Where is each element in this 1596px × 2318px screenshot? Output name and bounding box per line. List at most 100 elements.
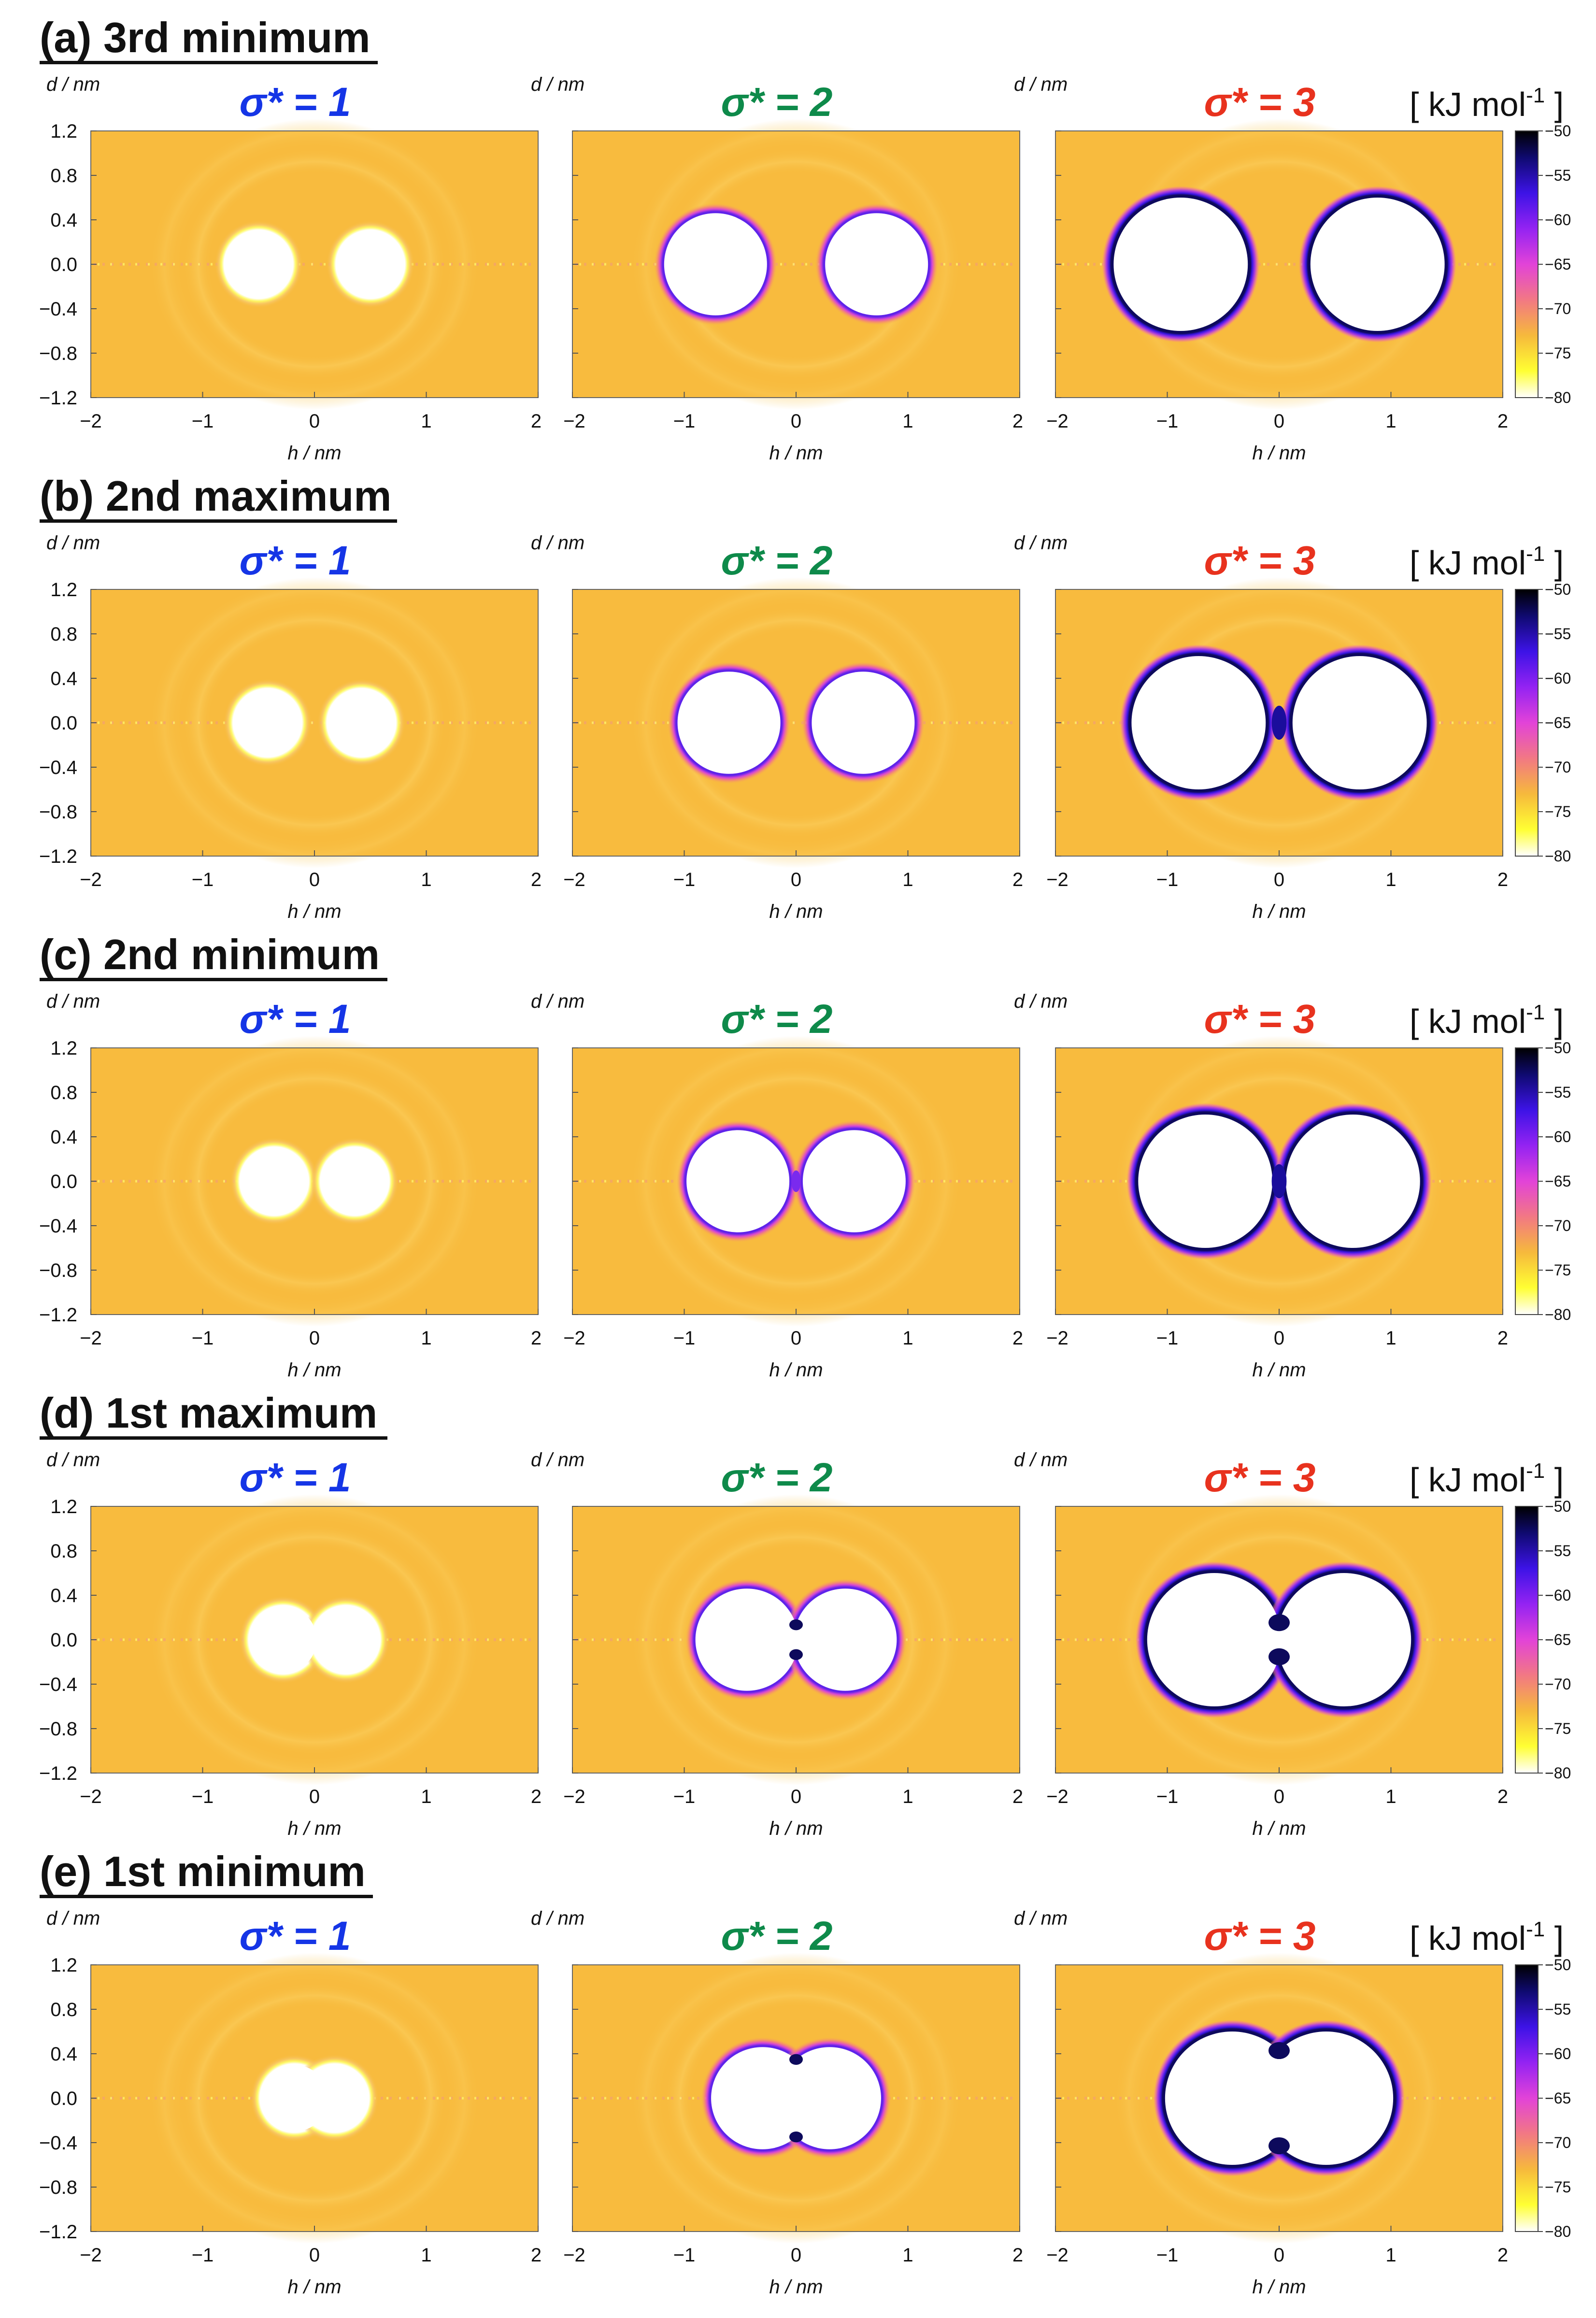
x-tick-label: −2 xyxy=(563,869,585,890)
y-axis-label: d / nm xyxy=(531,532,584,554)
colorbar-tick-label: −70 xyxy=(1545,300,1571,317)
y-tick-label: 1.2 xyxy=(50,579,77,601)
colorbar-unit-close: ] xyxy=(1545,1919,1564,1957)
colorbar-tick-label: −70 xyxy=(1545,758,1571,776)
y-axis-label: d / nm xyxy=(46,74,100,95)
x-axis-label: h / nm xyxy=(287,1359,341,1381)
heatmap-panel: d / nmσ* = 1−2−10121.20.80.40.0−0.4−0.8−… xyxy=(39,991,542,1381)
y-tick-label: 0.0 xyxy=(50,1171,77,1192)
y-tick-label: −0.8 xyxy=(39,801,77,823)
colorbar: −50 −55 −60 −65 −70 −75 −80 xyxy=(1515,1039,1571,1323)
y-tick-label: 0.0 xyxy=(50,1630,77,1651)
colorbar-bar xyxy=(1515,1047,1539,1315)
colorbar-tick-label: −50 xyxy=(1545,1039,1571,1057)
x-tick-label: −1 xyxy=(1156,411,1179,432)
colorbar-tick-label: −65 xyxy=(1545,1631,1571,1648)
x-tick-label: 0 xyxy=(791,1328,801,1349)
y-axis-label: d / nm xyxy=(46,532,100,554)
x-tick-label: −2 xyxy=(1046,1328,1069,1349)
colorbar-tick-label: −75 xyxy=(1545,1261,1571,1279)
x-tick-label: 2 xyxy=(1497,2245,1508,2266)
y-axis-label: d / nm xyxy=(1014,991,1068,1012)
y-tick-label: 1.2 xyxy=(50,1038,77,1059)
panel-row-title: (d) 1st maximum xyxy=(40,1389,377,1437)
y-axis-label: d / nm xyxy=(1014,1449,1068,1471)
y-tick-label: 0.0 xyxy=(50,254,77,275)
y-axis-label: d / nm xyxy=(1014,1908,1068,1929)
contact-spot xyxy=(1268,1648,1290,1665)
y-tick-label: −0.4 xyxy=(39,757,77,778)
x-axis-label: h / nm xyxy=(1252,2276,1306,2298)
heatmap-panel: d / nmσ* = 1−2−10121.20.80.40.0−0.4−0.8−… xyxy=(39,74,542,464)
x-tick-label: −1 xyxy=(1156,1786,1179,1807)
x-tick-label: 2 xyxy=(1012,1328,1023,1349)
excluded-sphere xyxy=(794,1588,897,1691)
contact-spot xyxy=(789,1619,803,1631)
contact-spot xyxy=(1268,1614,1290,1631)
y-tick-label: −0.8 xyxy=(39,343,77,364)
x-tick-label: 0 xyxy=(791,1786,801,1807)
texture-ring xyxy=(127,99,502,430)
colorbar-unit-text: [ kJ mol xyxy=(1410,86,1526,123)
y-tick-label: −0.4 xyxy=(39,1216,77,1237)
colorbar: −50 −55 −60 −65 −70 −75 −80 xyxy=(1515,1956,1571,2240)
x-tick-label: −2 xyxy=(563,411,585,432)
x-tick-label: −2 xyxy=(1046,2245,1069,2266)
colorbar-tick-label: −55 xyxy=(1545,1542,1571,1560)
excluded-sphere xyxy=(812,672,915,774)
colorbar-tick-label: −80 xyxy=(1545,847,1571,865)
texture-ring xyxy=(1091,99,1467,430)
colorbar-bar xyxy=(1515,1964,1539,2232)
x-axis-label: h / nm xyxy=(287,2276,341,2298)
x-tick-label: −1 xyxy=(673,1328,696,1349)
colorbar-tick-label: −55 xyxy=(1545,2001,1571,2018)
row-title-underline xyxy=(40,519,397,523)
colorbar-tick-label: −75 xyxy=(1545,2178,1571,2196)
x-tick-label: 2 xyxy=(1012,411,1023,432)
x-tick-label: 0 xyxy=(309,1786,320,1807)
excluded-sphere xyxy=(1147,1573,1282,1706)
colorbar-bar xyxy=(1515,130,1539,398)
colorbar-unit-text: [ kJ mol xyxy=(1410,1002,1526,1040)
y-tick-label: −1.2 xyxy=(39,2221,77,2243)
x-tick-label: 2 xyxy=(1012,869,1023,890)
y-axis-label: d / nm xyxy=(531,991,584,1012)
y-tick-label: −0.8 xyxy=(39,1718,77,1740)
y-tick-label: 1.2 xyxy=(50,1955,77,1976)
x-tick-label: 2 xyxy=(1497,869,1508,890)
y-tick-label: 0.8 xyxy=(50,1541,77,1562)
panel-row-title: (a) 3rd minimum xyxy=(40,14,370,61)
x-axis-label: h / nm xyxy=(287,901,341,922)
x-tick-label: 0 xyxy=(309,2245,320,2266)
x-tick-label: 2 xyxy=(1012,2245,1023,2266)
x-tick-label: −1 xyxy=(1156,869,1179,890)
x-tick-label: 1 xyxy=(1385,411,1396,432)
x-tick-label: −2 xyxy=(80,869,102,890)
row-title-underline xyxy=(40,978,387,981)
colorbar-unit-text: [ kJ mol xyxy=(1410,544,1526,582)
x-axis-label: h / nm xyxy=(769,1818,823,1839)
y-tick-label: 1.2 xyxy=(50,121,77,142)
y-tick-label: 0.8 xyxy=(50,624,77,645)
colorbar: −50 −55 −60 −65 −70 −75 −80 xyxy=(1515,581,1571,865)
y-tick-label: −0.4 xyxy=(39,2132,77,2154)
excluded-sphere xyxy=(249,1606,317,1673)
y-axis-label: d / nm xyxy=(531,1449,584,1471)
colorbar-tick-label: −75 xyxy=(1545,803,1571,820)
y-tick-label: 0.4 xyxy=(50,210,77,231)
contact-spot xyxy=(791,1170,801,1192)
colorbar-unit-superscript: -1 xyxy=(1526,1459,1545,1483)
y-tick-label: 0.4 xyxy=(50,1127,77,1148)
colorbar-unit-label: [ kJ mol-1 ] xyxy=(1410,542,1564,582)
y-tick-label: 0.0 xyxy=(50,713,77,734)
colorbar-tick-label: −50 xyxy=(1545,581,1571,598)
colorbar-tick-label: −55 xyxy=(1545,1084,1571,1101)
excluded-sphere xyxy=(241,1148,308,1215)
